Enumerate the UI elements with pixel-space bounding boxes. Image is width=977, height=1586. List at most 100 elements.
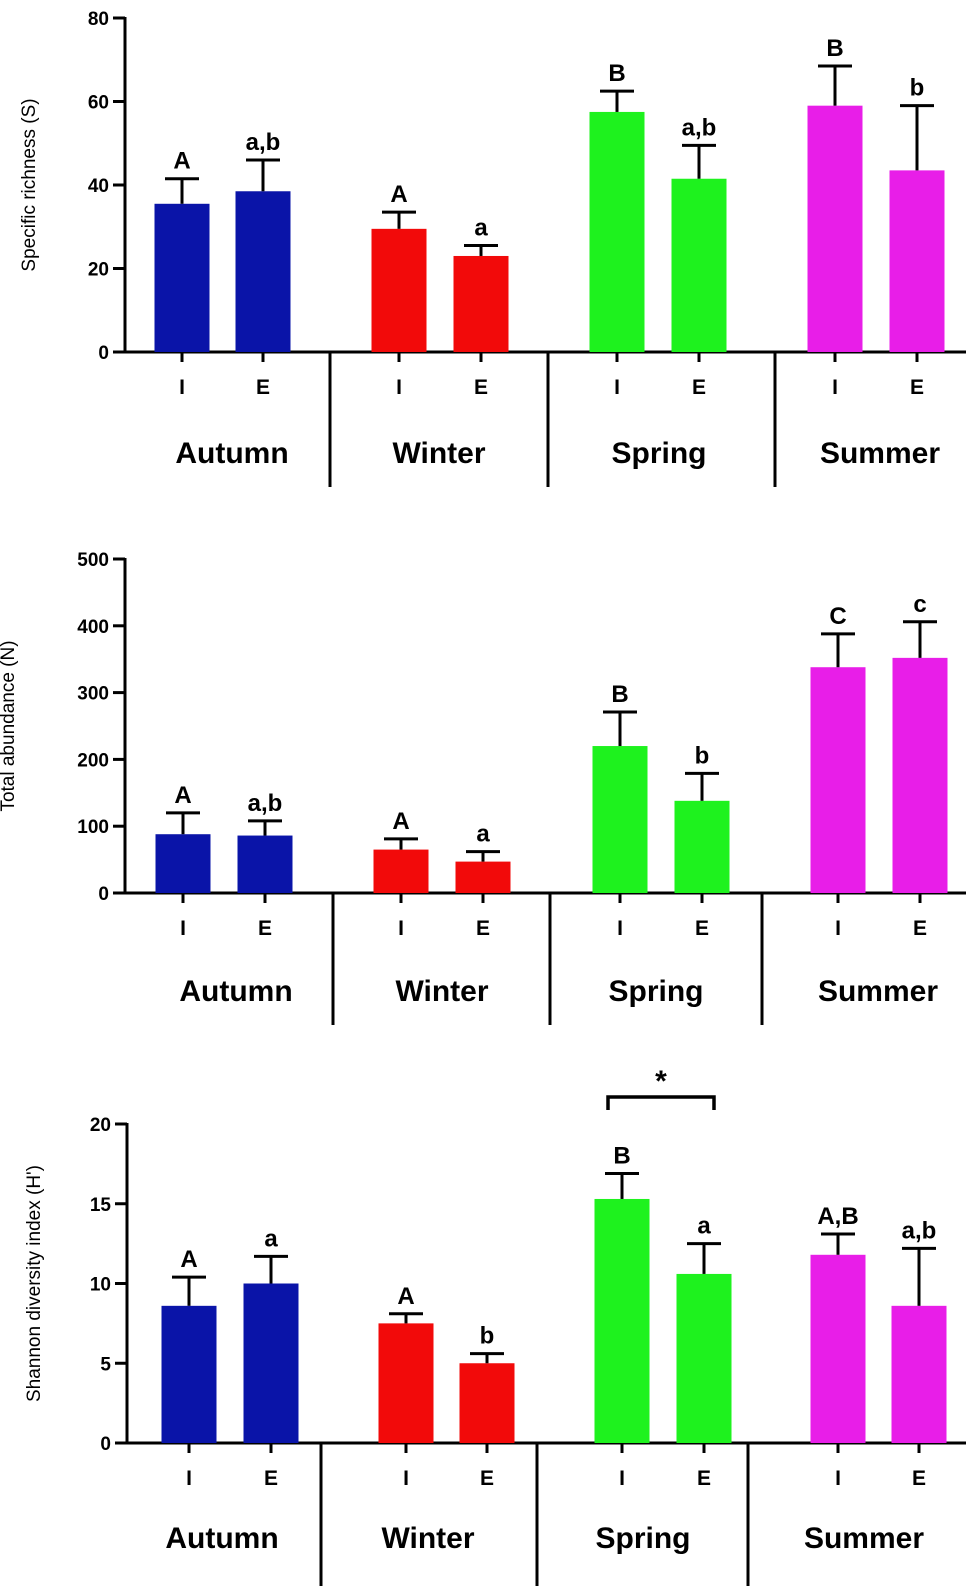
bar-summer-I bbox=[810, 1254, 866, 1443]
x-category-label: I bbox=[617, 917, 623, 940]
x-category-label: E bbox=[912, 1467, 926, 1490]
x-category-label: I bbox=[186, 1467, 192, 1490]
y-tick-label: 0 bbox=[98, 884, 109, 905]
season-label-summer: Summer bbox=[820, 437, 940, 470]
significance-label: a bbox=[474, 215, 488, 242]
x-category-label: I bbox=[179, 376, 185, 399]
y-tick-label: 400 bbox=[77, 617, 109, 638]
bar-autumn-I bbox=[155, 834, 211, 893]
bar-spring-E bbox=[671, 178, 727, 352]
significance-asterisk: * bbox=[655, 1065, 667, 1098]
season-label-spring: Spring bbox=[596, 1522, 691, 1555]
significance-label: C bbox=[829, 603, 846, 630]
y-axis-title: Shannon diversity index (H') bbox=[24, 1165, 45, 1402]
y-tick-label: 60 bbox=[88, 93, 109, 114]
season-label-winter: Winter bbox=[392, 437, 485, 470]
x-category-label: E bbox=[695, 917, 709, 940]
x-category-label: I bbox=[180, 917, 186, 940]
bar-summer-E bbox=[889, 170, 945, 352]
bar-spring-I bbox=[592, 746, 648, 893]
y-tick-label: 40 bbox=[88, 176, 109, 197]
x-category-label: E bbox=[913, 917, 927, 940]
bar-spring-E bbox=[674, 800, 730, 893]
significance-bracket bbox=[606, 1095, 716, 1110]
significance-label: a bbox=[264, 1225, 278, 1252]
x-category-label: I bbox=[835, 1467, 841, 1490]
y-tick-label: 10 bbox=[90, 1275, 111, 1296]
y-tick-label: 0 bbox=[100, 1434, 111, 1455]
x-category-label: E bbox=[910, 376, 924, 399]
significance-label: a bbox=[476, 821, 490, 848]
bar-summer-E bbox=[891, 1305, 947, 1443]
chart-panel-2: Total abundance (N) 0 100 200 300 400 500 A Ia,b… bbox=[0, 550, 966, 1025]
chart-panel-3: Shannon diversity index (H') 0 5 10 15 20 A Ia E… bbox=[24, 1065, 966, 1586]
y-tick-label: 15 bbox=[90, 1195, 112, 1216]
significance-label: A bbox=[392, 808, 409, 835]
significance-label: B bbox=[613, 1142, 630, 1169]
season-label-spring: Spring bbox=[609, 975, 704, 1008]
bar-winter-E bbox=[459, 1363, 515, 1443]
significance-label: b bbox=[695, 742, 710, 769]
y-tick-label: 80 bbox=[88, 9, 109, 30]
season-label-autumn: Autumn bbox=[165, 1522, 278, 1555]
significance-label: B bbox=[611, 681, 628, 708]
season-label-summer: Summer bbox=[818, 975, 938, 1008]
bar-summer-I bbox=[807, 105, 863, 352]
y-tick-label: 500 bbox=[77, 550, 109, 571]
bar-spring-I bbox=[594, 1198, 650, 1443]
y-tick-label: 5 bbox=[100, 1354, 111, 1375]
season-label-winter: Winter bbox=[381, 1522, 474, 1555]
bar-autumn-E bbox=[243, 1283, 299, 1443]
season-label-autumn: Autumn bbox=[175, 437, 288, 470]
season-label-spring: Spring bbox=[612, 437, 707, 470]
bar-winter-E bbox=[455, 861, 511, 893]
significance-label: a,b bbox=[902, 1217, 937, 1244]
x-category-label: I bbox=[832, 376, 838, 399]
season-label-summer: Summer bbox=[804, 1522, 924, 1555]
chart-panel-1: Specific richness (S) 0 20 40 60 80 A Ia,b E A Ia E… bbox=[19, 9, 966, 487]
season-label-autumn: Autumn bbox=[179, 975, 292, 1008]
bar-summer-I bbox=[810, 667, 866, 893]
y-axis-title: Total abundance (N) bbox=[0, 640, 19, 811]
bar-winter-I bbox=[371, 228, 427, 352]
bar-autumn-E bbox=[235, 191, 291, 352]
x-category-label: E bbox=[264, 1467, 278, 1490]
x-category-label: E bbox=[258, 917, 272, 940]
y-tick-label: 20 bbox=[90, 1115, 111, 1136]
bar-autumn-I bbox=[154, 203, 210, 352]
bar-autumn-E bbox=[237, 835, 293, 893]
x-category-label: E bbox=[256, 376, 270, 399]
x-category-label: I bbox=[835, 917, 841, 940]
y-axis-title: Specific richness (S) bbox=[19, 98, 40, 271]
significance-label: B bbox=[608, 60, 625, 87]
y-tick-label: 200 bbox=[77, 750, 109, 771]
significance-label: a,b bbox=[682, 114, 717, 141]
x-category-label: I bbox=[619, 1467, 625, 1490]
x-category-label: E bbox=[697, 1467, 711, 1490]
x-category-label: I bbox=[398, 917, 404, 940]
bar-spring-E bbox=[676, 1273, 732, 1443]
x-category-label: E bbox=[476, 917, 490, 940]
season-label-winter: Winter bbox=[395, 975, 488, 1008]
significance-label: b bbox=[910, 75, 925, 102]
x-category-label: I bbox=[403, 1467, 409, 1490]
significance-label: B bbox=[826, 35, 843, 62]
significance-label: A bbox=[397, 1283, 414, 1310]
bar-winter-E bbox=[453, 255, 509, 352]
y-tick-label: 300 bbox=[77, 684, 109, 705]
x-category-label: E bbox=[692, 376, 706, 399]
significance-label: A bbox=[174, 782, 191, 809]
significance-label: b bbox=[480, 1323, 495, 1350]
significance-label: c bbox=[913, 591, 926, 618]
x-category-label: I bbox=[614, 376, 620, 399]
bar-summer-E bbox=[892, 657, 948, 893]
bar-spring-I bbox=[589, 111, 645, 352]
significance-label: A bbox=[180, 1246, 197, 1273]
significance-label: A bbox=[173, 148, 190, 175]
significance-label: a,b bbox=[248, 790, 283, 817]
y-tick-label: 20 bbox=[88, 260, 109, 281]
significance-label: A bbox=[390, 181, 407, 208]
bar-autumn-I bbox=[161, 1305, 217, 1443]
significance-label: a,b bbox=[246, 129, 281, 156]
